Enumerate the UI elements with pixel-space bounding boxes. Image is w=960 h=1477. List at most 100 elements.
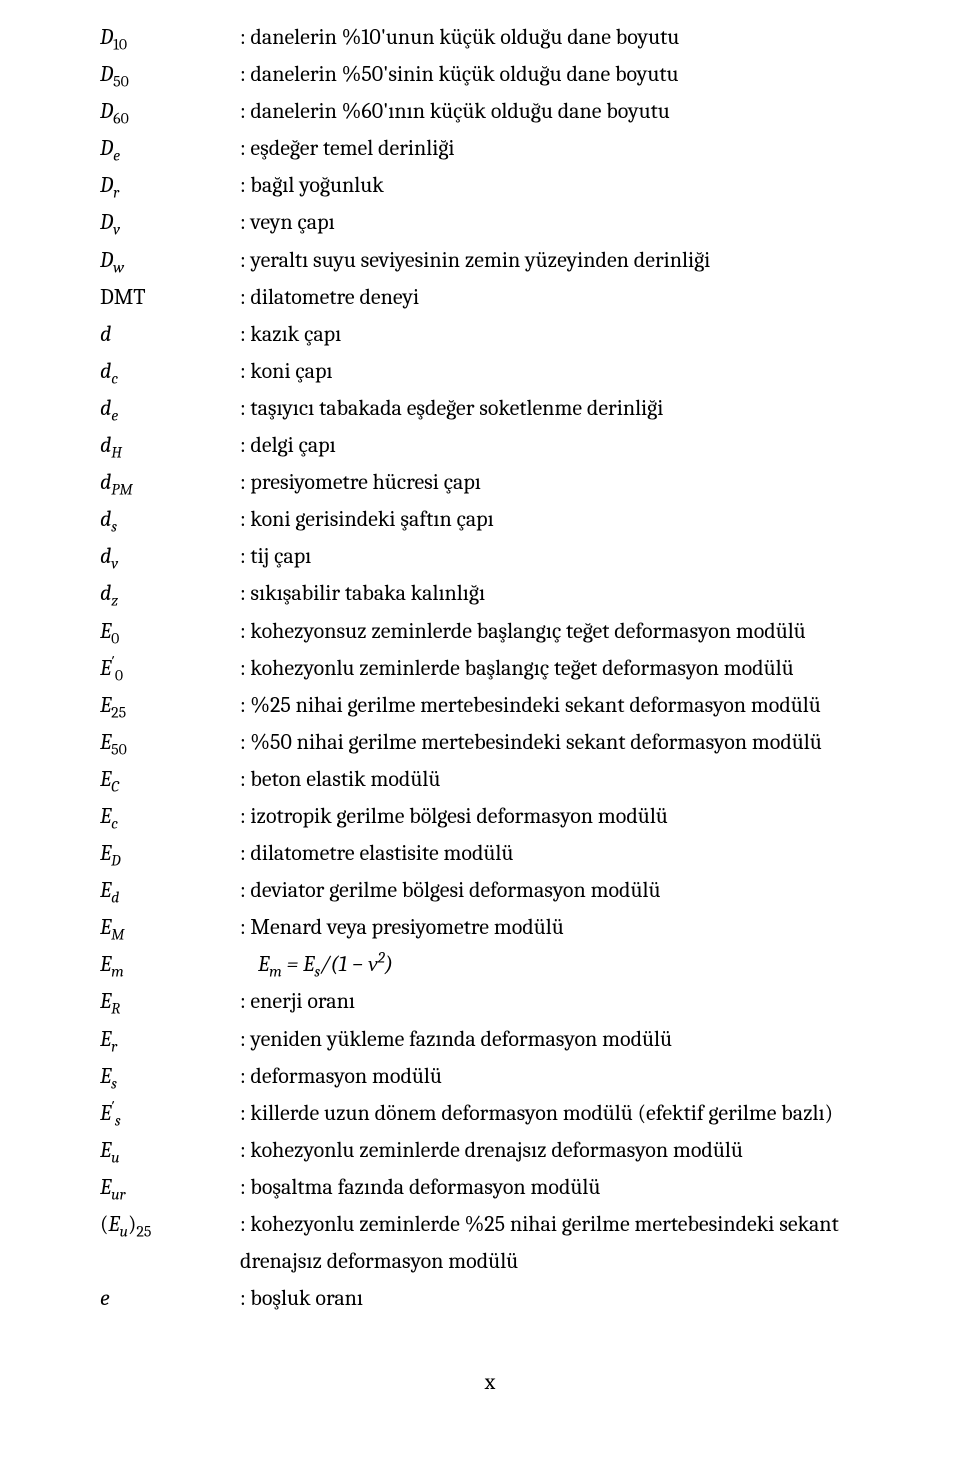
definition-row: Dv: veyn çapı	[100, 205, 880, 239]
definition-row: Er: yeniden yükleme fazında deformasyon …	[100, 1022, 880, 1056]
description: : killerde uzun dönem deformasyon modülü…	[240, 1096, 880, 1130]
description: : enerji oranı	[240, 984, 880, 1018]
symbol: ED	[100, 836, 240, 870]
description: : deviator gerilme bölgesi deformasyon m…	[240, 873, 880, 907]
definition-row: Dw: yeraltı suyu seviyesinin zemin yüzey…	[100, 243, 880, 277]
symbol: Es	[100, 1059, 240, 1093]
description: : danelerin %60'ının küçük olduğu dane b…	[240, 94, 880, 128]
definition-row: D10: danelerin %10'unun küçük olduğu dan…	[100, 20, 880, 54]
symbol: EM	[100, 910, 240, 944]
definition-row: EmEm = Es/(1 − ν2)	[100, 947, 880, 981]
symbol: Dv	[100, 205, 240, 239]
symbol: ds	[100, 502, 240, 536]
symbol: e	[100, 1281, 240, 1315]
symbol: E50	[100, 725, 240, 759]
symbol: Ed	[100, 873, 240, 907]
description-continuation: drenajsız deformasyon modülü	[100, 1244, 880, 1278]
symbol: D60	[100, 94, 240, 128]
definition-row: Es: deformasyon modülü	[100, 1059, 880, 1093]
definition-row: Eu: kohezyonlu zeminlerde drenajsız defo…	[100, 1133, 880, 1167]
definition-row: E0: kohezyonsuz zeminlerde başlangıç teğ…	[100, 614, 880, 648]
symbol: ER	[100, 984, 240, 1018]
symbol: Eu	[100, 1133, 240, 1167]
symbol: dH	[100, 428, 240, 462]
description: : taşıyıcı tabakada eşdeğer soketlenme d…	[240, 391, 880, 425]
description: : izotropik gerilme bölgesi deformasyon …	[240, 799, 880, 833]
definition-row: Eur: boşaltma fazında deformasyon modülü	[100, 1170, 880, 1204]
definition-row: dz: sıkışabilir tabaka kalınlığı	[100, 576, 880, 610]
description: : yeniden yükleme fazında deformasyon mo…	[240, 1022, 880, 1056]
symbol: E′0	[100, 651, 240, 685]
symbol: Eur	[100, 1170, 240, 1204]
description: : danelerin %50'sinin küçük olduğu dane …	[240, 57, 880, 91]
symbol: de	[100, 391, 240, 425]
description: : deformasyon modülü	[240, 1059, 880, 1093]
symbol: Dr	[100, 168, 240, 202]
description: : delgi çapı	[240, 428, 880, 462]
definition-row: ER: enerji oranı	[100, 984, 880, 1018]
definition-row: EM: Menard veya presiyometre modülü	[100, 910, 880, 944]
symbol: Er	[100, 1022, 240, 1056]
symbol: dz	[100, 576, 240, 610]
definition-row: E′0: kohezyonlu zeminlerde başlangıç teğ…	[100, 651, 880, 685]
description: : eşdeğer temel derinliği	[240, 131, 880, 165]
definition-row: D50: danelerin %50'sinin küçük olduğu da…	[100, 57, 880, 91]
symbol: EC	[100, 762, 240, 796]
definition-row: dPM: presiyometre hücresi çapı	[100, 465, 880, 499]
definition-row: Ed: deviator gerilme bölgesi deformasyon…	[100, 873, 880, 907]
definition-row: EC: beton elastik modülü	[100, 762, 880, 796]
definition-row: De: eşdeğer temel derinliği	[100, 131, 880, 165]
symbol: dPM	[100, 465, 240, 499]
description: : yeraltı suyu seviyesinin zemin yüzeyin…	[240, 243, 880, 277]
symbol: d	[100, 317, 240, 351]
definition-list: D10: danelerin %10'unun küçük olduğu dan…	[100, 20, 880, 1315]
symbol: E25	[100, 688, 240, 722]
description: : beton elastik modülü	[240, 762, 880, 796]
symbol: (Eu)25	[100, 1207, 240, 1241]
definition-row: de: taşıyıcı tabakada eşdeğer soketlenme…	[100, 391, 880, 425]
definition-row: ED: dilatometre elastisite modülü	[100, 836, 880, 870]
description: : boşaltma fazında deformasyon modülü	[240, 1170, 880, 1204]
symbol: De	[100, 131, 240, 165]
definition-row: E25: %25 nihai gerilme mertebesindeki se…	[100, 688, 880, 722]
symbol: Dw	[100, 243, 240, 277]
symbol: DMT	[100, 280, 240, 314]
definition-row: DMT: dilatometre deneyi	[100, 280, 880, 314]
definition-row: E′s: killerde uzun dönem deformasyon mod…	[100, 1096, 880, 1130]
description: : tij çapı	[240, 539, 880, 573]
description: : sıkışabilir tabaka kalınlığı	[240, 576, 880, 610]
description: : veyn çapı	[240, 205, 880, 239]
description: : bağıl yoğunluk	[240, 168, 880, 202]
definition-row: Dr: bağıl yoğunluk	[100, 168, 880, 202]
description: : kohezyonlu zeminlerde drenajsız deform…	[240, 1133, 880, 1167]
definition-row: dH: delgi çapı	[100, 428, 880, 462]
description: : kohezyonlu zeminlerde başlangıç teğet …	[240, 651, 880, 685]
symbol: Em	[100, 947, 240, 981]
definition-row: d: kazık çapı	[100, 317, 880, 351]
description: : koni gerisindeki şaftın çapı	[240, 502, 880, 536]
symbol: Ec	[100, 799, 240, 833]
definition-row: dc: koni çapı	[100, 354, 880, 388]
description: Em = Es/(1 − ν2)	[240, 947, 880, 981]
definition-row: e: boşluk oranı	[100, 1281, 880, 1315]
description: : kohezyonsuz zeminlerde başlangıç teğet…	[240, 614, 880, 648]
definition-row: (Eu)25: kohezyonlu zeminlerde %25 nihai …	[100, 1207, 880, 1241]
page-number: x	[100, 1365, 880, 1399]
symbol: D10	[100, 20, 240, 54]
description: : boşluk oranı	[240, 1281, 880, 1315]
symbol: E′s	[100, 1096, 240, 1130]
description: : %50 nihai gerilme mertebesindeki sekan…	[240, 725, 880, 759]
definition-row: ds: koni gerisindeki şaftın çapı	[100, 502, 880, 536]
definition-row: D60: danelerin %60'ının küçük olduğu dan…	[100, 94, 880, 128]
description: : danelerin %10'unun küçük olduğu dane b…	[240, 20, 880, 54]
symbol: dv	[100, 539, 240, 573]
description: : %25 nihai gerilme mertebesindeki sekan…	[240, 688, 880, 722]
symbol: D50	[100, 57, 240, 91]
description: : Menard veya presiyometre modülü	[240, 910, 880, 944]
symbol: E0	[100, 614, 240, 648]
description: : kazık çapı	[240, 317, 880, 351]
definition-row: E50: %50 nihai gerilme mertebesindeki se…	[100, 725, 880, 759]
description: : dilatometre elastisite modülü	[240, 836, 880, 870]
symbol: dc	[100, 354, 240, 388]
description: : koni çapı	[240, 354, 880, 388]
